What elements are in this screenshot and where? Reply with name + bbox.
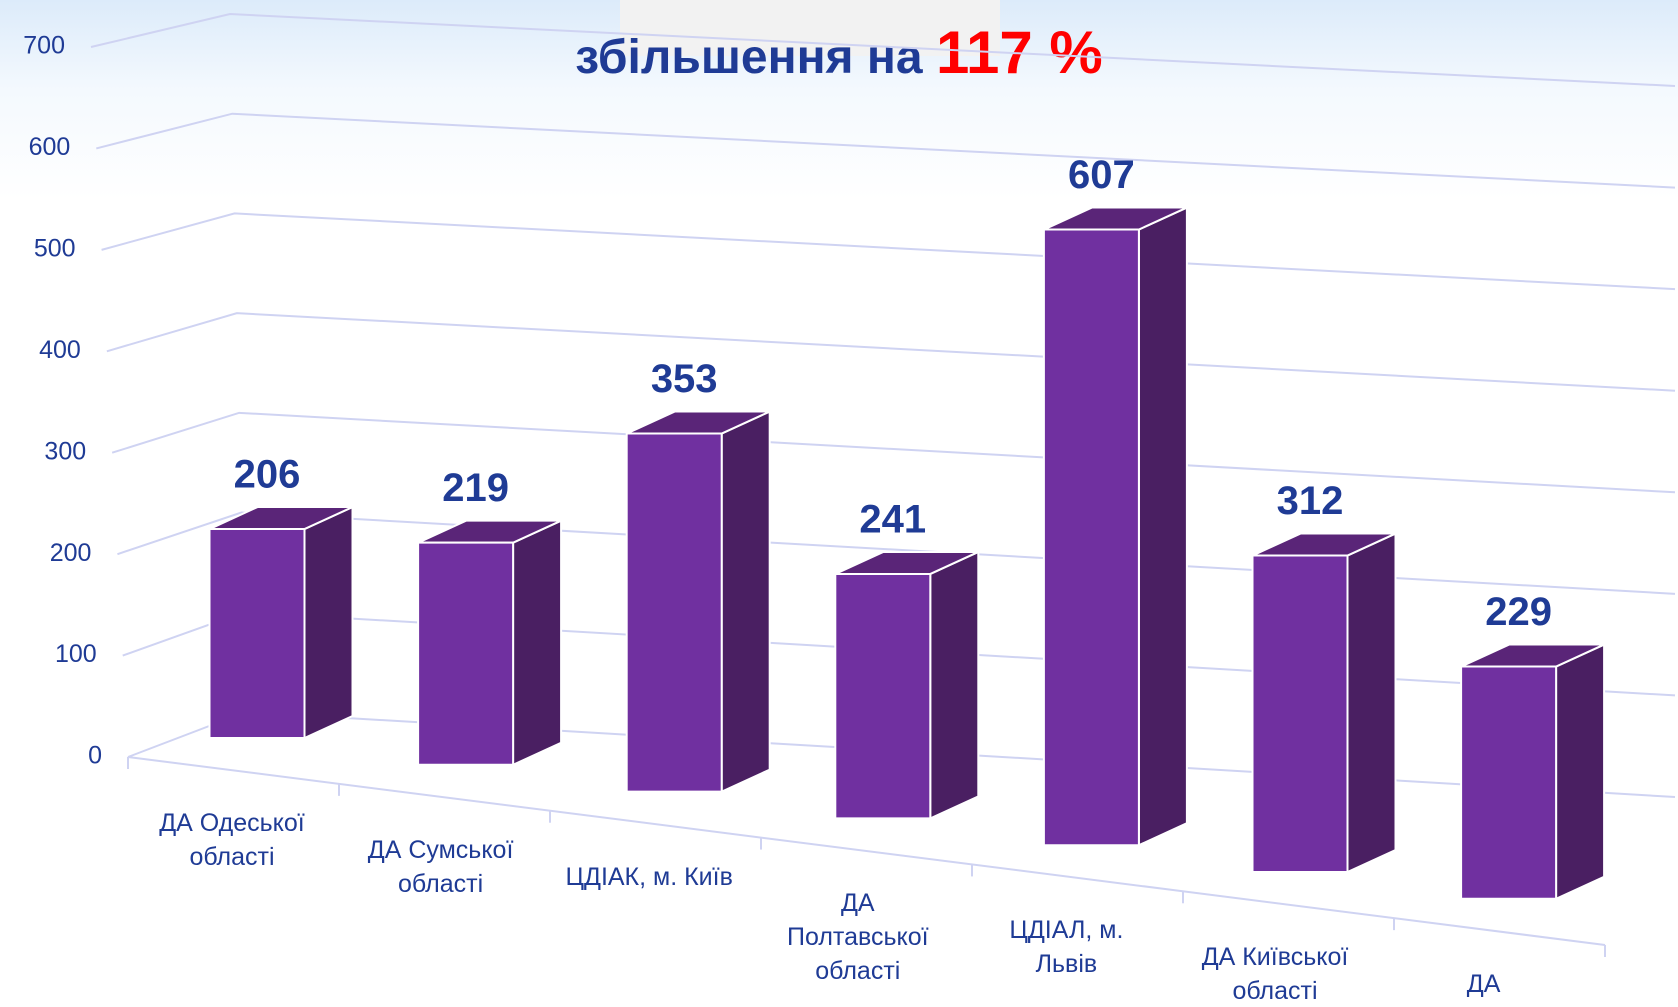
bar-front bbox=[1460, 665, 1558, 900]
y-tick-label: 700 bbox=[23, 32, 65, 60]
bar-front bbox=[1042, 228, 1140, 847]
bar bbox=[1251, 531, 1397, 874]
value-label: 219 bbox=[442, 466, 509, 510]
bar bbox=[1460, 642, 1606, 901]
y-tick-label: 300 bbox=[44, 437, 86, 465]
y-tick-label: 0 bbox=[88, 742, 102, 770]
bar-side bbox=[720, 409, 771, 794]
bar-side bbox=[303, 505, 354, 740]
bar bbox=[625, 409, 771, 794]
value-label: 607 bbox=[1068, 153, 1135, 197]
y-tick-label: 400 bbox=[39, 336, 81, 364]
value-label: 229 bbox=[1485, 590, 1552, 634]
y-tick-label: 500 bbox=[34, 234, 76, 262]
grid-line bbox=[90, 12, 1676, 87]
x-tick-label: ЦДІАЛ, м. Львів bbox=[1009, 916, 1124, 979]
y-tick-label: 200 bbox=[50, 539, 92, 567]
grid-line bbox=[96, 112, 1676, 189]
bar-front bbox=[208, 528, 306, 739]
bar-front bbox=[1251, 554, 1349, 873]
x-tick-label: ДА Київської області bbox=[1201, 943, 1349, 1005]
x-tick-label: ЦДІАК, м. Київ bbox=[565, 862, 733, 891]
bar-side bbox=[929, 550, 980, 820]
bar-side bbox=[1137, 205, 1188, 847]
bar bbox=[208, 505, 354, 740]
y-tick-label: 100 bbox=[55, 640, 97, 668]
grid-line bbox=[117, 511, 1676, 595]
bar-side bbox=[1346, 531, 1397, 874]
bar-side bbox=[512, 519, 563, 767]
y-tick-label: 600 bbox=[29, 133, 71, 161]
bar-front bbox=[625, 432, 723, 793]
title-background bbox=[620, 0, 1000, 56]
bar bbox=[834, 550, 980, 820]
grid-line bbox=[111, 411, 1676, 494]
bar-side bbox=[1555, 642, 1606, 901]
x-tick-label: ДА Сумської області bbox=[367, 835, 514, 898]
x-axis bbox=[127, 756, 1606, 946]
value-label: 206 bbox=[234, 453, 301, 497]
bar-front bbox=[834, 572, 932, 820]
bar-front bbox=[417, 541, 515, 766]
value-label: 312 bbox=[1277, 479, 1344, 523]
grid-line bbox=[106, 312, 1676, 392]
bar bbox=[1042, 205, 1188, 847]
grid-line bbox=[101, 212, 1676, 291]
value-label: 241 bbox=[859, 498, 926, 542]
value-label: 353 bbox=[651, 357, 718, 401]
bar bbox=[417, 519, 563, 767]
x-tick-label: ДА bbox=[1466, 969, 1501, 998]
x-tick-label: ДА Полтавської області bbox=[787, 889, 929, 986]
x-tick-label: ДА Одеської області bbox=[159, 809, 305, 871]
